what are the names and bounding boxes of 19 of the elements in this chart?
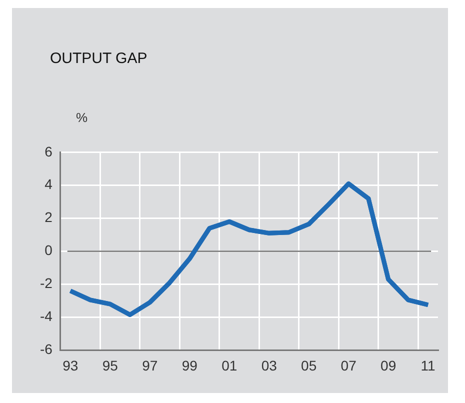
y-tick-label: 6 xyxy=(44,143,53,160)
x-tick-label: 95 xyxy=(102,357,118,374)
x-tick-label: 05 xyxy=(301,357,317,374)
y-tick-label: 4 xyxy=(44,176,53,192)
y-tick-label: -6 xyxy=(40,341,53,358)
x-tick-label: 03 xyxy=(261,357,278,374)
x-tick-label: 01 xyxy=(222,357,238,374)
x-tick-label: 93 xyxy=(62,357,78,374)
y-tick-label: -4 xyxy=(40,308,53,324)
x-tick-label: 99 xyxy=(182,357,198,374)
x-tick-label: 97 xyxy=(142,357,158,374)
y-axis-title: % xyxy=(76,110,88,125)
y-tick-label: 0 xyxy=(44,242,53,258)
y-tick-label: 2 xyxy=(44,209,53,226)
y-tick-label: -2 xyxy=(40,275,53,292)
chart-title: OUTPUT GAP xyxy=(50,50,148,67)
x-tick-label: 07 xyxy=(340,357,357,374)
x-tick-label: 11 xyxy=(420,357,436,374)
x-tick-label: 09 xyxy=(380,357,396,374)
